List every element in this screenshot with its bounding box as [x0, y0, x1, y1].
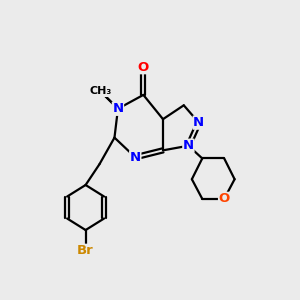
Text: O: O: [219, 192, 230, 206]
Text: CH₃: CH₃: [89, 86, 112, 96]
Text: N: N: [183, 139, 194, 152]
Text: N: N: [112, 102, 124, 115]
Text: O: O: [138, 61, 149, 74]
Text: N: N: [130, 151, 141, 164]
Text: Br: Br: [77, 244, 94, 257]
Text: N: N: [193, 116, 204, 129]
